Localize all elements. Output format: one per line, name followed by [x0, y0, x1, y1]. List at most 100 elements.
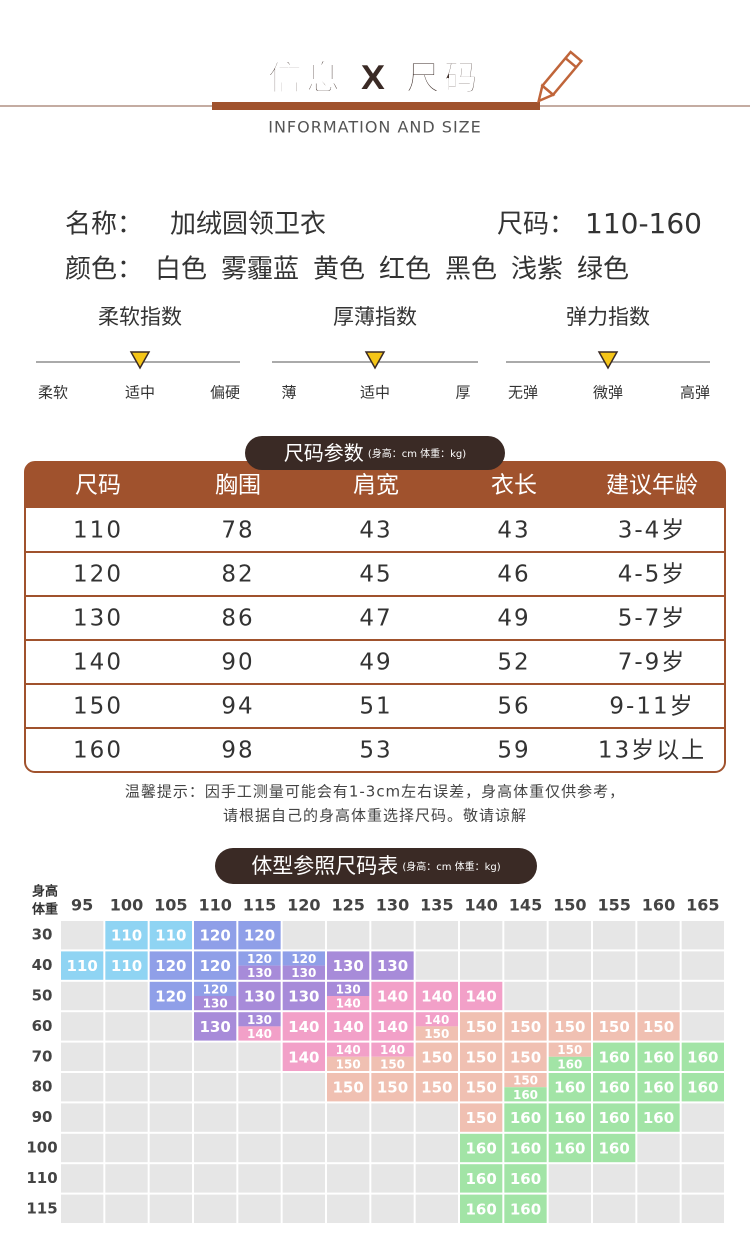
table-cell: 47: [359, 606, 392, 632]
weight-header: 90: [32, 1108, 53, 1126]
empty-cell: [637, 981, 680, 1011]
size-cell-label: 140: [336, 997, 361, 1011]
empty-cell: [637, 1164, 680, 1193]
header-title: 信息 X 尺码: [268, 59, 482, 99]
empty-cell: [327, 1103, 370, 1132]
size-cell-label: 140: [424, 1013, 449, 1027]
empty-cell: [149, 1012, 192, 1041]
table-cell: 140: [73, 650, 123, 676]
size-cell-label: 130: [333, 957, 364, 975]
size-cell-part: [415, 1026, 458, 1041]
size-cell-part: [504, 1073, 547, 1088]
index-marker: [597, 351, 619, 370]
height-label: 身高: [32, 884, 58, 900]
empty-cell: [548, 981, 591, 1011]
size-cell-label: 160: [557, 1057, 582, 1071]
empty-cell: [194, 1164, 237, 1193]
empty-cell: [194, 1103, 237, 1132]
height-header: 165: [686, 896, 719, 915]
index-label: 柔软: [38, 384, 68, 402]
size-cell: [282, 1042, 325, 1071]
empty-cell: [327, 1194, 370, 1223]
empty-cell: [593, 951, 636, 980]
size-cell-label: 150: [333, 1079, 364, 1097]
table-cell: 130: [73, 606, 123, 632]
weight-header: 80: [32, 1078, 53, 1096]
index-label: 无弹: [508, 384, 538, 402]
pencil-icon: [536, 50, 584, 104]
empty-cell: [415, 921, 458, 950]
size-cell-label: 160: [643, 1109, 674, 1127]
empty-cell: [415, 1164, 458, 1193]
index-label: 薄: [281, 384, 296, 402]
size-cell-part: [282, 965, 325, 980]
size-cell: [637, 1073, 680, 1102]
size-cell-part: [194, 981, 237, 996]
color-name: 黄色: [313, 255, 365, 285]
empty-cell: [61, 1042, 104, 1071]
size-cell: [238, 981, 281, 1011]
size-cell: [415, 981, 458, 1011]
size-cell-label: 110: [111, 957, 142, 975]
size-cell-label: 130: [288, 988, 319, 1006]
empty-cell: [238, 1073, 281, 1102]
color-name: 红色: [379, 255, 431, 285]
empty-cell: [637, 1194, 680, 1223]
size-cell-label: 140: [377, 988, 408, 1006]
empty-cell: [238, 1042, 281, 1071]
size-cell-label: 130: [203, 997, 228, 1011]
empty-cell: [593, 1194, 636, 1223]
chart-title: 体型参照尺码表 (身高：cm 体重：kg): [251, 854, 500, 878]
size-cell: [593, 1103, 636, 1132]
table-cell: 13岁以上: [598, 738, 706, 764]
size-cell: [460, 1042, 503, 1071]
height-header: 160: [642, 896, 675, 915]
size-cell: [593, 1042, 636, 1071]
height-header: 115: [243, 896, 276, 915]
size-cell-label: 110: [155, 927, 186, 945]
size-cell-label: 160: [599, 1109, 630, 1127]
size-cell: [194, 951, 237, 980]
empty-cell: [149, 1103, 192, 1132]
size-cell-label: 130: [200, 1018, 231, 1036]
weight-header: 110: [26, 1169, 57, 1187]
size-cell: [548, 1103, 591, 1132]
table-cell: 5-7岁: [618, 606, 687, 632]
empty-cell: [548, 1194, 591, 1223]
empty-cell: [371, 1103, 414, 1132]
empty-cell: [238, 1164, 281, 1193]
table-cell: 51: [359, 694, 392, 720]
table-header-cell: 胸围: [215, 473, 261, 499]
size-cell-label: 130: [247, 1013, 272, 1027]
size-cell-label: 120: [247, 952, 272, 966]
size-cell-label: 140: [466, 988, 497, 1006]
empty-cell: [681, 921, 724, 950]
color-name: 绿色: [577, 255, 629, 285]
name-label: 名称：: [65, 210, 143, 240]
empty-cell: [61, 1194, 104, 1223]
size-cell: [327, 951, 370, 980]
size-cell-label: 110: [111, 927, 142, 945]
tip-line: 温馨提示：因手工测量可能会有1-3cm左右误差，身高体重仅供参考，: [125, 783, 625, 801]
size-cell-part: [327, 1042, 370, 1057]
size-cell-label: 160: [599, 1140, 630, 1158]
index-label: 适中: [125, 384, 155, 402]
empty-cell: [61, 981, 104, 1011]
size-cell-label: 140: [247, 1027, 272, 1041]
size-cell: [415, 1073, 458, 1102]
table-header-cell: 建议年龄: [606, 473, 698, 499]
table-cell: 52: [497, 650, 530, 676]
size-cell: [460, 1133, 503, 1163]
empty-cell: [61, 1012, 104, 1041]
empty-cell: [681, 1133, 724, 1163]
empty-cell: [105, 1194, 148, 1223]
table-header-bg: [25, 462, 725, 508]
size-cell-label: 160: [510, 1170, 541, 1188]
color-name: 黑色: [445, 255, 497, 285]
empty-cell: [371, 1133, 414, 1163]
empty-cell: [460, 951, 503, 980]
empty-cell: [593, 981, 636, 1011]
size-cell-label: 120: [155, 988, 186, 1006]
weight-header: 100: [26, 1139, 57, 1157]
size-cell-label: 150: [554, 1018, 585, 1036]
